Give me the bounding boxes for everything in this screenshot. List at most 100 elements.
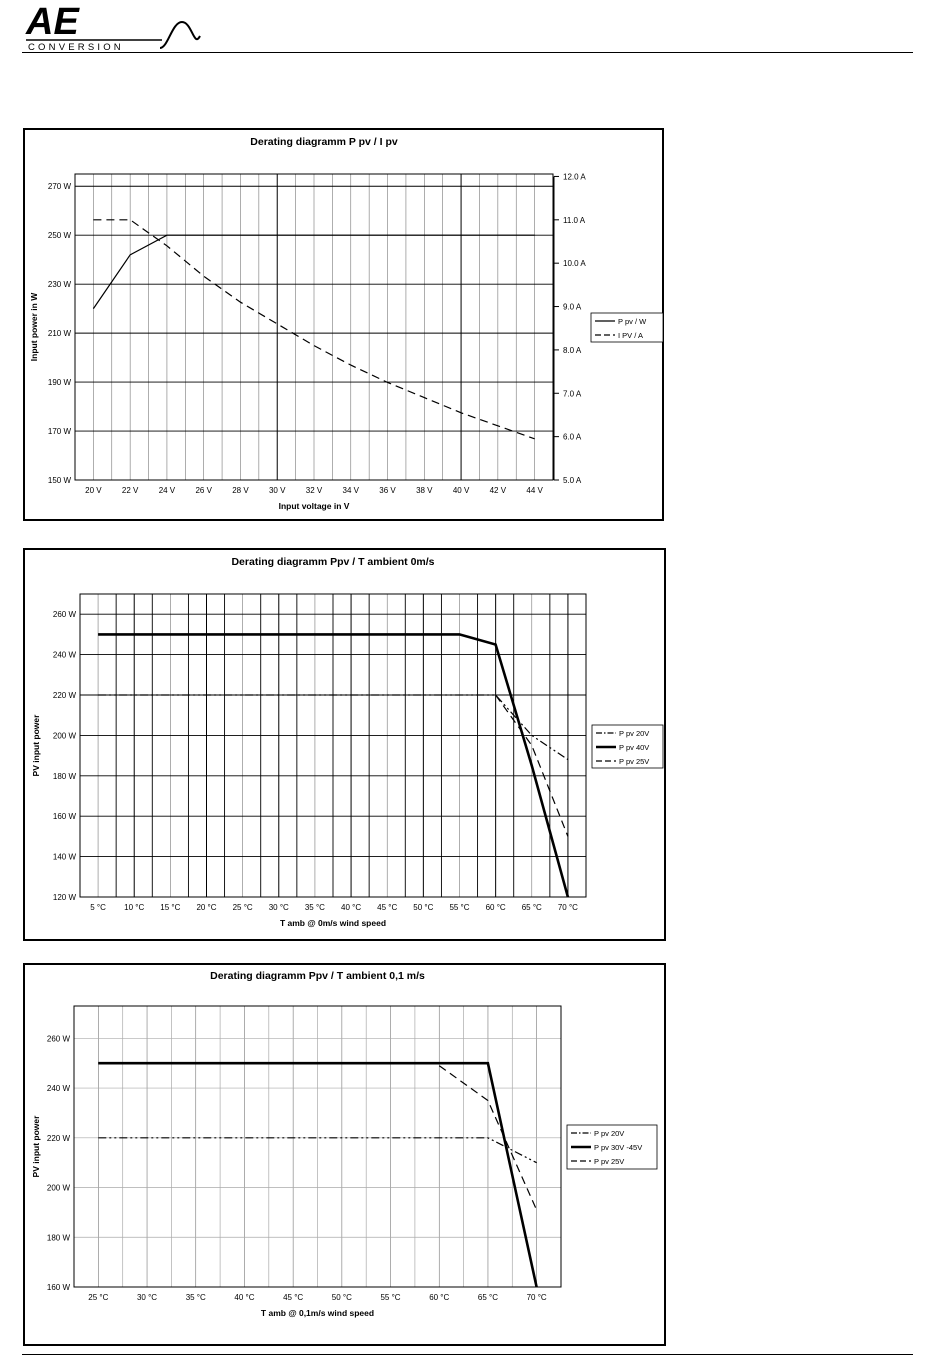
chart-2-y-tick-label: 240 W bbox=[53, 651, 77, 660]
chart-1-y2-tick-label: 12.0 A bbox=[563, 172, 586, 181]
chart-2-x-tick-label: 5 °C bbox=[90, 903, 106, 912]
chart-1-x-tick-label: 32 V bbox=[306, 486, 323, 495]
chart-3-x-tick-label: 45 °C bbox=[283, 1293, 303, 1302]
chart-2-title: Derating diagramm Ppv / T ambient 0m/s bbox=[231, 556, 434, 568]
chart-3-x-tick-label: 30 °C bbox=[137, 1293, 157, 1302]
ae-conversion-logo: AE CONVERSION bbox=[25, 2, 201, 53]
chart-1-y2-tick-label: 9.0 A bbox=[563, 303, 582, 312]
chart-3-x-tick-label: 65 °C bbox=[478, 1293, 498, 1302]
chart-2-x-tick-label: 60 °C bbox=[486, 903, 506, 912]
chart-1-y-tick-label: 250 W bbox=[48, 231, 72, 240]
chart-ppv-tamb-01ms-svg: Derating diagramm Ppv / T ambient 0,1 m/… bbox=[31, 970, 658, 1318]
chart-3-y-tick-label: 260 W bbox=[47, 1034, 71, 1043]
chart-1-y2-tick-label: 10.0 A bbox=[563, 259, 586, 268]
chart-ppv-tamb-0ms: Derating diagramm Ppv / T ambient 0m/s 5 … bbox=[23, 548, 666, 941]
chart-3-series-3-line bbox=[438, 1065, 538, 1211]
chart-3-x-tick-label: 70 °C bbox=[527, 1293, 547, 1302]
chart-3-series-2-line bbox=[98, 1061, 538, 1288]
chart-2-x-tick-label: 40 °C bbox=[341, 903, 361, 912]
chart-1-x-tick-label: 26 V bbox=[195, 486, 212, 495]
chart-1-y-axis-label: Input power in W bbox=[29, 292, 39, 361]
chart-3-x-tick-label: 55 °C bbox=[380, 1293, 400, 1302]
chart-1-series-1-line bbox=[92, 234, 535, 309]
chart-3-x-tick-label: 40 °C bbox=[234, 1293, 254, 1302]
chart-1-y-tick-label: 150 W bbox=[48, 476, 72, 485]
chart-2-y-tick-label: 200 W bbox=[53, 731, 77, 740]
chart-1-y-tick-label: 210 W bbox=[48, 329, 72, 338]
chart-ppv-ipv: Derating diagramm P pv / I pv 20 V 22 V 24 … bbox=[23, 128, 664, 521]
chart-1-x-axis-label: Input voltage in V bbox=[279, 501, 350, 511]
chart-2-plot-frame bbox=[79, 593, 587, 898]
chart-1-legend-label-1: P pv / W bbox=[618, 317, 647, 326]
chart-1-x-tick-label: 22 V bbox=[122, 486, 139, 495]
chart-1-plot-frame bbox=[74, 173, 554, 481]
chart-3-legend-label-3: P pv 25V bbox=[594, 1157, 624, 1166]
chart-1-y2-tick-label: 11.0 A bbox=[563, 216, 586, 225]
chart-2-y-tick-label: 160 W bbox=[53, 812, 77, 821]
chart-3-y-tick-label: 220 W bbox=[47, 1134, 71, 1143]
chart-3-y-tick-label: 180 W bbox=[47, 1233, 71, 1242]
chart-2-x-tick-label: 70 °C bbox=[558, 903, 578, 912]
chart-3-series-1-line bbox=[98, 1137, 537, 1164]
chart-2-y-tick-label: 140 W bbox=[53, 853, 77, 862]
logo-text: AE bbox=[25, 2, 80, 43]
chart-1-x-tick-label: 36 V bbox=[379, 486, 396, 495]
chart-2-y-tick-label: 220 W bbox=[53, 691, 77, 700]
chart-2-x-tick-label: 55 °C bbox=[449, 903, 469, 912]
chart-1-x-tick-label: 44 V bbox=[526, 486, 543, 495]
chart-3-y-tick-label: 240 W bbox=[47, 1084, 71, 1093]
chart-2-x-tick-label: 45 °C bbox=[377, 903, 397, 912]
chart-1-x-tick-label: 28 V bbox=[232, 486, 249, 495]
chart-1-x-tick-label: 30 V bbox=[269, 486, 286, 495]
chart-1-y-tick-label: 170 W bbox=[48, 427, 72, 436]
chart-3-x-tick-label: 60 °C bbox=[429, 1293, 449, 1302]
chart-2-y-tick-label: 180 W bbox=[53, 772, 77, 781]
chart-3-y-axis-label: PV input power bbox=[31, 1115, 41, 1178]
chart-1-y-tick-label: 190 W bbox=[48, 378, 72, 387]
chart-2-y-tick-label: 260 W bbox=[53, 610, 77, 619]
chart-3-y-tick-label: 200 W bbox=[47, 1184, 71, 1193]
chart-1-y2-tick-label: 5.0 A bbox=[563, 476, 582, 485]
chart-2-x-tick-label: 10 °C bbox=[124, 903, 144, 912]
chart-2-y-axis-label: PV input power bbox=[31, 714, 41, 777]
chart-ppv-ipv-svg: Derating diagramm P pv / I pv 20 V 22 V 24 … bbox=[29, 136, 664, 511]
chart-2-x-tick-label: 25 °C bbox=[233, 903, 253, 912]
chart-1-x-tick-label: 24 V bbox=[159, 486, 176, 495]
chart-ppv-tamb-0ms-svg: Derating diagramm Ppv / T ambient 0m/s 5 … bbox=[31, 556, 664, 928]
chart-2-legend-label-1: P pv 20V bbox=[619, 729, 649, 738]
chart-2-x-tick-label: 35 °C bbox=[305, 903, 325, 912]
chart-1-x-tick-label: 40 V bbox=[453, 486, 470, 495]
chart-2-legend-label-3: P pv 25V bbox=[619, 757, 649, 766]
logo-wave-icon bbox=[159, 20, 201, 49]
chart-1-legend-label-2: I PV / A bbox=[618, 331, 643, 340]
chart-3-x-tick-label: 35 °C bbox=[186, 1293, 206, 1302]
chart-3-title: Derating diagramm Ppv / T ambient 0,1 m/… bbox=[210, 970, 425, 982]
chart-2-x-tick-label: 20 °C bbox=[196, 903, 216, 912]
logo-subtext: CONVERSION bbox=[28, 42, 124, 53]
chart-1-y2-tick-label: 6.0 A bbox=[563, 433, 582, 442]
chart-2-x-tick-label: 65 °C bbox=[522, 903, 542, 912]
chart-1-y-tick-label: 230 W bbox=[48, 280, 72, 289]
chart-1-x-tick-label: 20 V bbox=[85, 486, 102, 495]
chart-3-x-tick-label: 50 °C bbox=[332, 1293, 352, 1302]
chart-2-x-tick-label: 15 °C bbox=[160, 903, 180, 912]
chart-3-y-tick-label: 160 W bbox=[47, 1283, 71, 1292]
chart-2-x-tick-label: 30 °C bbox=[269, 903, 289, 912]
chart-1-x-tick-label: 38 V bbox=[416, 486, 433, 495]
chart-3-plot-frame bbox=[73, 1005, 562, 1288]
chart-1-x-tick-label: 34 V bbox=[343, 486, 360, 495]
chart-3-legend-label-1: P pv 20V bbox=[594, 1129, 624, 1138]
header-rule bbox=[22, 52, 913, 53]
chart-2-y-tick-label: 120 W bbox=[53, 893, 77, 902]
chart-1-y2-tick-label: 8.0 A bbox=[563, 346, 582, 355]
chart-3-x-tick-label: 25 °C bbox=[88, 1293, 108, 1302]
chart-1-legend-box bbox=[590, 312, 664, 343]
chart-1-x-tick-label: 42 V bbox=[490, 486, 507, 495]
chart-3-x-axis-label: T amb @ 0,1m/s wind speed bbox=[261, 1308, 374, 1318]
chart-2-series-3-line bbox=[495, 694, 569, 837]
chart-2-x-axis-label: T amb @ 0m/s wind speed bbox=[280, 918, 386, 928]
chart-2-series-1-line bbox=[98, 694, 569, 761]
chart-2-x-tick-label: 50 °C bbox=[413, 903, 433, 912]
chart-1-series-2-line bbox=[93, 219, 535, 440]
chart-3-legend-label-2: P pv 30V -45V bbox=[594, 1143, 642, 1152]
